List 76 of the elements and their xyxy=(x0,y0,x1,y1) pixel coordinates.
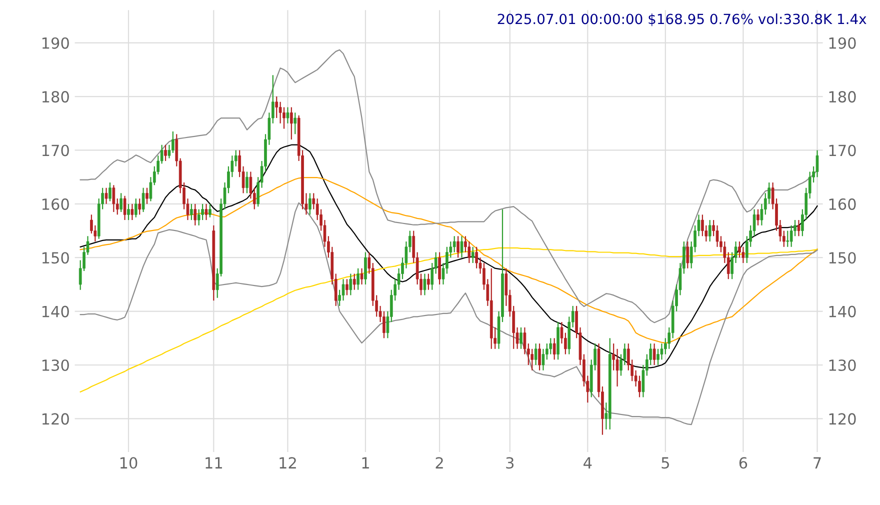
candlestick xyxy=(797,219,800,237)
x-tick-label: 1 xyxy=(362,457,369,468)
y2-tick-label: 190 xyxy=(829,37,856,49)
y-tick-label: 190 xyxy=(42,37,69,49)
candlestick xyxy=(552,338,556,360)
candlestick xyxy=(708,219,712,242)
candlestick xyxy=(130,203,134,221)
candlestick xyxy=(108,182,112,202)
y2-tick-label: 140 xyxy=(829,306,856,318)
candlestick xyxy=(127,203,130,221)
x-tick-label: 2 xyxy=(436,457,443,468)
candlestick xyxy=(286,106,290,124)
y2-tick-label: 180 xyxy=(829,91,856,103)
y-tick-label: 180 xyxy=(42,91,69,103)
x-tick-label: 3 xyxy=(506,457,514,469)
candlestick xyxy=(523,326,526,355)
candlestick xyxy=(520,326,522,350)
candlestick xyxy=(123,195,126,221)
candlestick xyxy=(427,273,430,290)
y-tick-label: 150 xyxy=(42,252,69,264)
candlestick xyxy=(142,187,145,213)
candlestick xyxy=(460,236,464,258)
candlestick xyxy=(349,273,352,296)
candlestick xyxy=(346,278,348,296)
candlestick xyxy=(190,203,193,221)
candlestick xyxy=(204,203,208,221)
candlestick xyxy=(423,273,426,296)
candlestick xyxy=(308,192,312,216)
candlestick xyxy=(360,268,364,286)
candlestick xyxy=(452,236,456,253)
candlestick xyxy=(112,184,116,213)
candlestick xyxy=(352,273,356,290)
candlestick xyxy=(134,198,138,218)
candlestick xyxy=(138,198,142,216)
x-tick-label: 6 xyxy=(739,457,748,469)
candlestick xyxy=(438,252,441,286)
candlestick xyxy=(146,187,148,204)
y2-tick-label: 120 xyxy=(829,413,856,425)
candlestick xyxy=(471,246,474,264)
chart-title: 2025.07.01 00:00:00 $168.95 0.76% vol:330.8K 1.4x xyxy=(498,13,866,26)
y2-tick-label: 160 xyxy=(829,198,856,210)
candlestick xyxy=(756,208,760,226)
candlestick xyxy=(120,192,122,213)
y2-tick-label: 170 xyxy=(829,144,856,156)
line-series xyxy=(80,202,818,426)
y2-tick-label: 130 xyxy=(829,359,856,372)
line-series xyxy=(80,49,818,324)
candlestick xyxy=(538,342,541,371)
candlestick xyxy=(786,230,790,248)
candlestick xyxy=(534,342,538,366)
x-tick-label: 7 xyxy=(814,457,821,468)
y-tick-label: 120 xyxy=(42,413,69,425)
candlestick xyxy=(104,187,108,204)
candlestick xyxy=(208,203,212,218)
candlestick xyxy=(275,96,278,119)
y2-tick-label: 150 xyxy=(829,252,856,264)
x-tick-label: 11 xyxy=(206,457,222,468)
y-tick-label: 160 xyxy=(42,198,69,210)
candlestick xyxy=(290,106,293,140)
candlestick xyxy=(164,144,167,162)
x-tick-label: 10 xyxy=(120,457,138,469)
y-tick-label: 170 xyxy=(42,144,69,156)
candlestick xyxy=(456,236,460,258)
y-tick-label: 130 xyxy=(42,359,69,372)
candlestick xyxy=(364,252,367,286)
candlestick xyxy=(686,240,690,269)
x-tick-label: 5 xyxy=(662,457,669,469)
candlestick xyxy=(246,171,248,194)
candlestick xyxy=(616,348,619,388)
candlestick xyxy=(652,342,656,366)
x-tick-label: 12 xyxy=(280,457,296,468)
candlestick xyxy=(356,268,360,290)
candlestick xyxy=(294,112,297,135)
candlestick xyxy=(194,203,197,226)
y-tick-label: 140 xyxy=(42,306,69,318)
x-tick-label: 4 xyxy=(584,457,592,468)
